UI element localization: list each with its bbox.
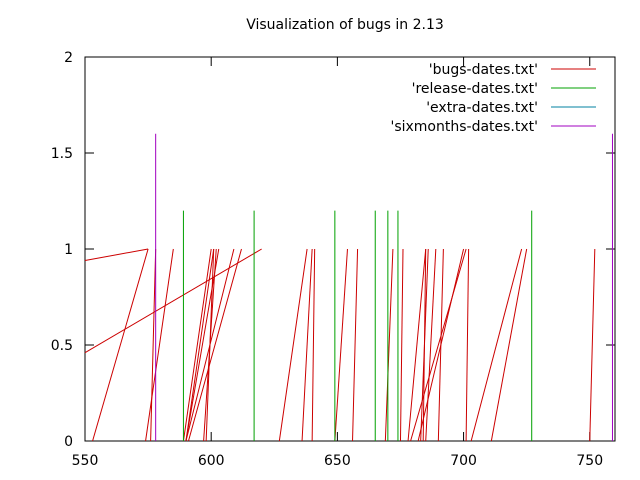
bug-date-segment (150, 248, 157, 442)
x-tick-label: 650 (324, 453, 351, 469)
y-tick-label: 0.5 (51, 338, 73, 354)
bug-date-segment (205, 248, 215, 442)
bug-date-segment (92, 248, 149, 442)
legend-label: 'bugs-dates.txt' (429, 62, 538, 78)
bug-date-segment (384, 248, 394, 442)
bug-date-segment (185, 248, 220, 442)
y-tick-label: 1.5 (51, 146, 73, 162)
x-tick-label: 550 (72, 453, 99, 469)
x-tick-label: 600 (198, 453, 225, 469)
data-series (84, 133, 613, 442)
bug-date-segment (187, 248, 242, 442)
bug-date-segment (278, 248, 308, 442)
chart-title: Visualization of bugs in 2.13 (246, 17, 444, 33)
bug-date-segment (399, 248, 404, 442)
bug-date-segment (185, 248, 215, 442)
bug-date-segment (422, 248, 427, 442)
bug-date-segment (470, 248, 523, 442)
bug-date-segment (301, 248, 313, 442)
bug-date-segment (417, 248, 465, 442)
bug-date-segment (311, 248, 316, 442)
bug-date-segment (352, 248, 359, 442)
bug-date-segment (407, 248, 427, 442)
y-tick-label: 2 (64, 50, 73, 66)
bug-date-segment (589, 248, 596, 442)
bug-date-segment (490, 248, 528, 442)
y-tick-label: 0 (64, 434, 73, 450)
bug-date-segment (145, 248, 174, 442)
bug-date-segment (84, 248, 262, 354)
legend: 'bugs-dates.txt' 'release-dates.txt' 'extr… (390, 62, 596, 135)
x-tick-label: 750 (576, 453, 603, 469)
x-tick-label: 700 (450, 453, 477, 469)
bug-date-segment (182, 248, 212, 442)
bug-date-segment (410, 248, 467, 442)
legend-label: 'extra-dates.txt' (426, 100, 538, 116)
bug-date-segment (425, 248, 437, 442)
axes: 550 600 650 700 750 0 0.5 1 1.5 2 (51, 50, 615, 469)
legend-label: 'release-dates.txt' (412, 81, 538, 97)
bug-date-segment (465, 248, 470, 442)
legend-label: 'sixmonths-dates.txt' (390, 119, 538, 135)
y-tick-label: 1 (64, 242, 73, 258)
bug-date-segment (84, 248, 149, 262)
bug-date-segment (334, 248, 348, 442)
